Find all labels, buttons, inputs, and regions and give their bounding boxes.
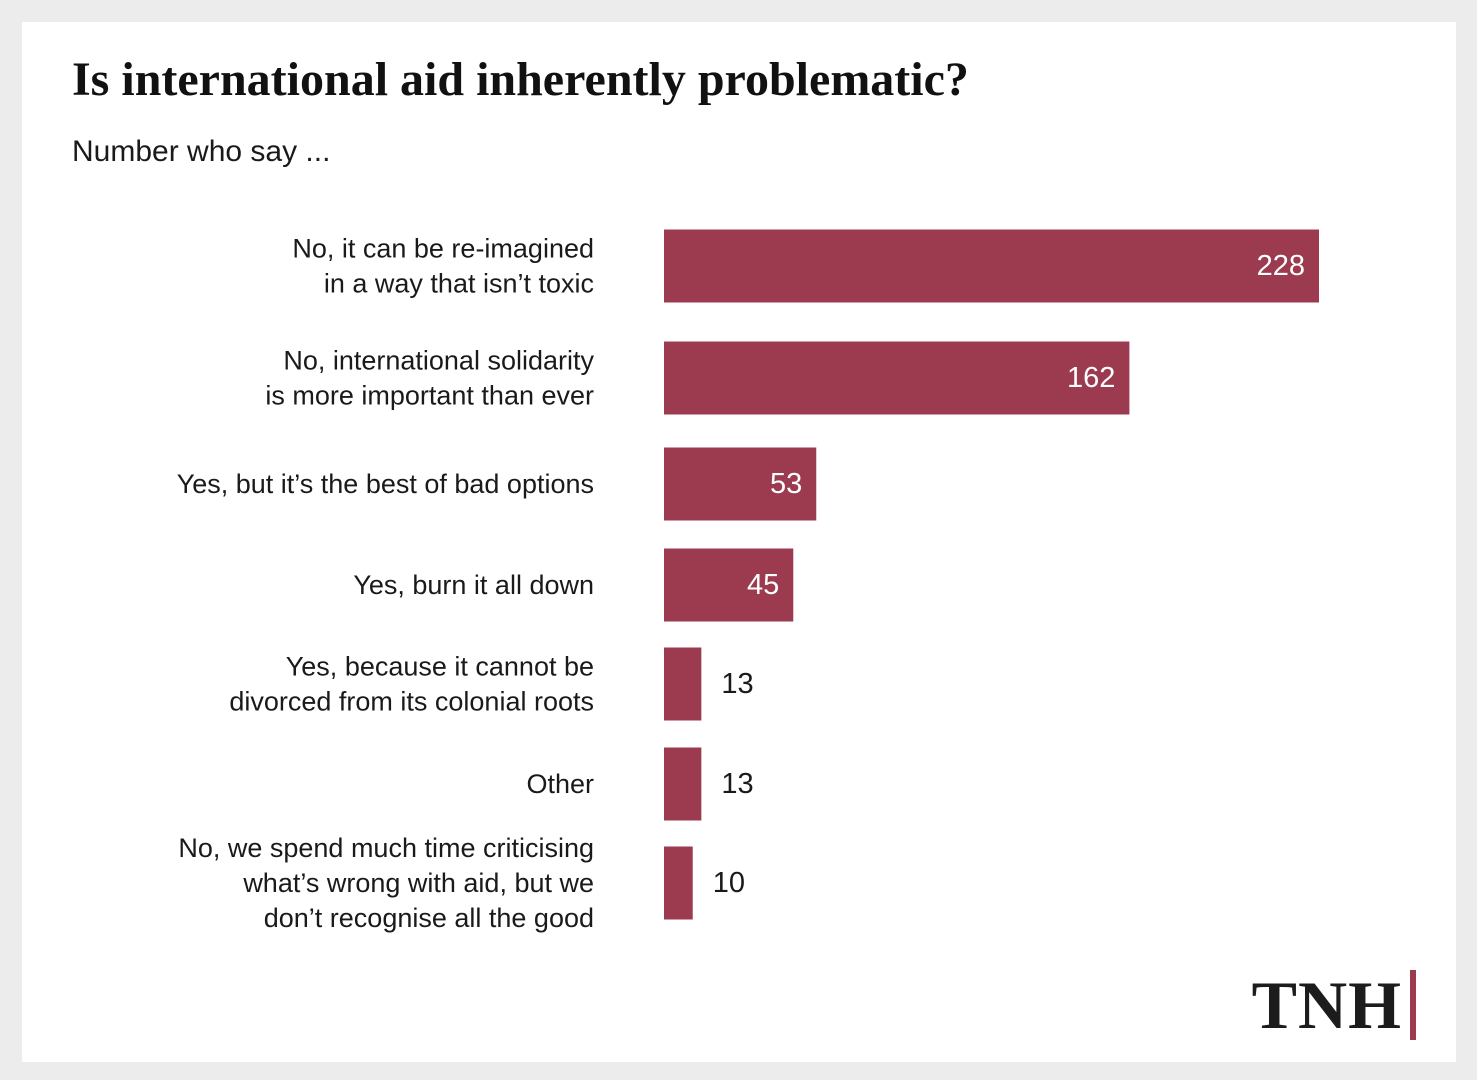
category-label-line: No, it can be re-imagined (292, 234, 594, 264)
category-label-line: No, we spend much time criticising (178, 833, 594, 863)
bar-value-label: 13 (721, 668, 753, 700)
bar-row: 13 Yes, because it cannot be divorced from… (229, 647, 754, 721)
category-label-line: don’t recognise all the good (264, 903, 594, 933)
bar-row: 162 No, international solidarity is more i… (265, 341, 1130, 415)
bar-row: 10 No, we spend much time criticising what… (178, 833, 745, 933)
chart-title: Is international aid inherently problema… (72, 53, 969, 106)
category-label-line: what’s wrong with aid, but we (242, 868, 594, 898)
bar-value-label: 45 (747, 569, 779, 601)
category-label: Yes, burn it all down (353, 570, 594, 600)
bar-value-label: 228 (1257, 250, 1305, 282)
category-label: No, it can be re-imagined in a way that i… (292, 234, 594, 299)
category-label-line: divorced from its colonial roots (229, 687, 594, 717)
category-label-line: Other (526, 769, 594, 799)
category-label-line: Yes, because it cannot be (286, 652, 594, 682)
bar-chart: 228 No, it can be re-imagined in a way tha… (177, 229, 1319, 933)
category-label: Yes, but it’s the best of bad options (177, 469, 594, 499)
bar-value-label: 53 (770, 468, 802, 500)
category-label: No, we spend much time criticising what’s… (178, 833, 594, 933)
category-label: Other (526, 769, 594, 799)
bar-value-label: 162 (1067, 362, 1115, 394)
logo-text: TNH (1251, 967, 1402, 1043)
logo-accent-bar (1410, 970, 1416, 1040)
bar-row: 13 Other (526, 747, 754, 821)
category-label-line: Yes, but it’s the best of bad options (177, 469, 594, 499)
category-label-line: in a way that isn’t toxic (324, 269, 594, 299)
category-label-line: Yes, burn it all down (353, 570, 594, 600)
bar-value-label: 10 (713, 867, 745, 899)
bar (664, 447, 817, 521)
bar (664, 341, 1130, 415)
bar-value-label: 13 (721, 768, 753, 800)
bar (664, 747, 702, 821)
bar (664, 229, 1319, 303)
category-label: No, international solidarity is more impo… (265, 346, 594, 411)
bar (664, 846, 693, 920)
tnh-logo: TNH (1252, 970, 1416, 1040)
category-label-line: No, international solidarity (283, 346, 594, 376)
chart-card: Is international aid inherently problema… (22, 22, 1456, 1062)
bar (664, 548, 794, 622)
bar-row: 228 No, it can be re-imagined in a way tha… (292, 229, 1319, 303)
bar (664, 647, 702, 721)
bar-row: 53 Yes, but it’s the best of bad options (177, 447, 817, 521)
bar-row: 45 Yes, burn it all down (353, 548, 794, 622)
chart-subtitle: Number who say ... (72, 135, 331, 168)
category-label-line: is more important than ever (265, 381, 594, 411)
category-label: Yes, because it cannot be divorced from i… (229, 652, 594, 717)
